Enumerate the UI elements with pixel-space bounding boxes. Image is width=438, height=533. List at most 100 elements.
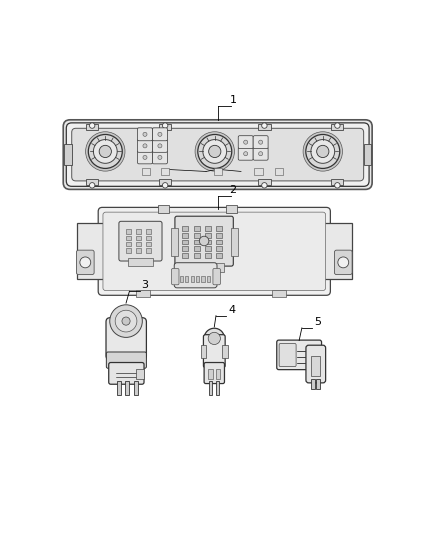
Bar <box>194 253 200 258</box>
Bar <box>182 246 188 251</box>
Bar <box>254 168 263 175</box>
FancyBboxPatch shape <box>174 263 217 288</box>
FancyBboxPatch shape <box>119 221 162 261</box>
Bar <box>146 242 152 246</box>
Circle shape <box>158 155 162 159</box>
Bar <box>216 381 219 395</box>
Bar <box>311 379 315 389</box>
Text: 2: 2 <box>230 185 237 195</box>
Bar <box>182 226 188 231</box>
Circle shape <box>99 146 111 158</box>
Bar <box>205 226 211 231</box>
FancyBboxPatch shape <box>213 269 220 285</box>
Circle shape <box>311 140 335 163</box>
FancyBboxPatch shape <box>238 136 253 149</box>
Bar <box>205 240 211 245</box>
Circle shape <box>261 183 267 188</box>
Circle shape <box>143 144 147 148</box>
Bar <box>136 369 144 379</box>
Bar <box>136 242 141 246</box>
Circle shape <box>244 152 248 156</box>
Circle shape <box>89 123 95 128</box>
Bar <box>216 246 222 251</box>
Bar <box>184 263 224 271</box>
Bar <box>125 381 130 395</box>
FancyBboxPatch shape <box>335 250 352 274</box>
Bar <box>258 179 271 185</box>
Circle shape <box>162 123 168 128</box>
Bar <box>201 276 205 282</box>
Circle shape <box>162 183 168 188</box>
Bar <box>126 248 131 253</box>
Circle shape <box>89 183 95 188</box>
Bar <box>258 124 271 130</box>
Bar <box>207 276 210 282</box>
Bar <box>196 276 199 282</box>
Bar <box>126 236 131 240</box>
Circle shape <box>143 132 147 136</box>
Bar <box>117 381 121 395</box>
Circle shape <box>85 132 125 171</box>
Circle shape <box>338 257 349 268</box>
FancyBboxPatch shape <box>72 128 364 181</box>
FancyBboxPatch shape <box>175 216 233 266</box>
Bar <box>136 290 150 297</box>
Circle shape <box>158 132 162 136</box>
FancyBboxPatch shape <box>306 345 325 383</box>
Bar <box>205 253 211 258</box>
Text: 3: 3 <box>141 280 148 290</box>
Circle shape <box>110 305 142 337</box>
Bar <box>77 223 106 279</box>
Bar <box>126 242 131 246</box>
FancyBboxPatch shape <box>172 269 179 285</box>
Bar <box>216 240 222 245</box>
Bar <box>146 248 152 253</box>
Circle shape <box>317 146 329 158</box>
Text: 1: 1 <box>230 95 237 105</box>
Bar <box>214 168 222 175</box>
FancyBboxPatch shape <box>253 147 268 160</box>
Bar <box>311 356 320 376</box>
Bar <box>364 144 371 165</box>
Circle shape <box>199 236 209 246</box>
Bar <box>185 276 188 282</box>
Circle shape <box>195 132 234 171</box>
Circle shape <box>158 144 162 148</box>
FancyBboxPatch shape <box>238 147 253 160</box>
FancyBboxPatch shape <box>106 352 146 368</box>
Bar <box>158 205 169 213</box>
Circle shape <box>208 332 220 344</box>
Bar <box>205 233 211 238</box>
Bar <box>182 253 188 258</box>
FancyBboxPatch shape <box>138 151 152 164</box>
Circle shape <box>93 140 117 163</box>
Bar <box>205 246 211 251</box>
Bar <box>194 233 200 238</box>
Bar <box>216 253 222 258</box>
Bar <box>142 168 150 175</box>
Bar <box>194 226 200 231</box>
FancyBboxPatch shape <box>152 140 167 152</box>
Circle shape <box>80 257 91 268</box>
Bar <box>136 236 141 240</box>
Bar <box>182 240 188 245</box>
Bar <box>208 381 212 395</box>
Circle shape <box>208 146 221 158</box>
Bar <box>136 248 141 253</box>
Bar <box>194 240 200 245</box>
Circle shape <box>306 134 340 168</box>
Circle shape <box>115 310 137 332</box>
Circle shape <box>258 152 263 156</box>
Bar <box>191 276 194 282</box>
Circle shape <box>261 123 267 128</box>
FancyBboxPatch shape <box>279 343 296 367</box>
FancyBboxPatch shape <box>98 207 330 295</box>
Bar <box>128 258 153 266</box>
Bar <box>126 229 131 233</box>
Bar <box>201 344 206 358</box>
Bar <box>194 246 200 251</box>
Bar <box>136 229 141 233</box>
Bar <box>216 226 222 231</box>
Text: 5: 5 <box>314 317 321 327</box>
Bar <box>159 179 171 185</box>
